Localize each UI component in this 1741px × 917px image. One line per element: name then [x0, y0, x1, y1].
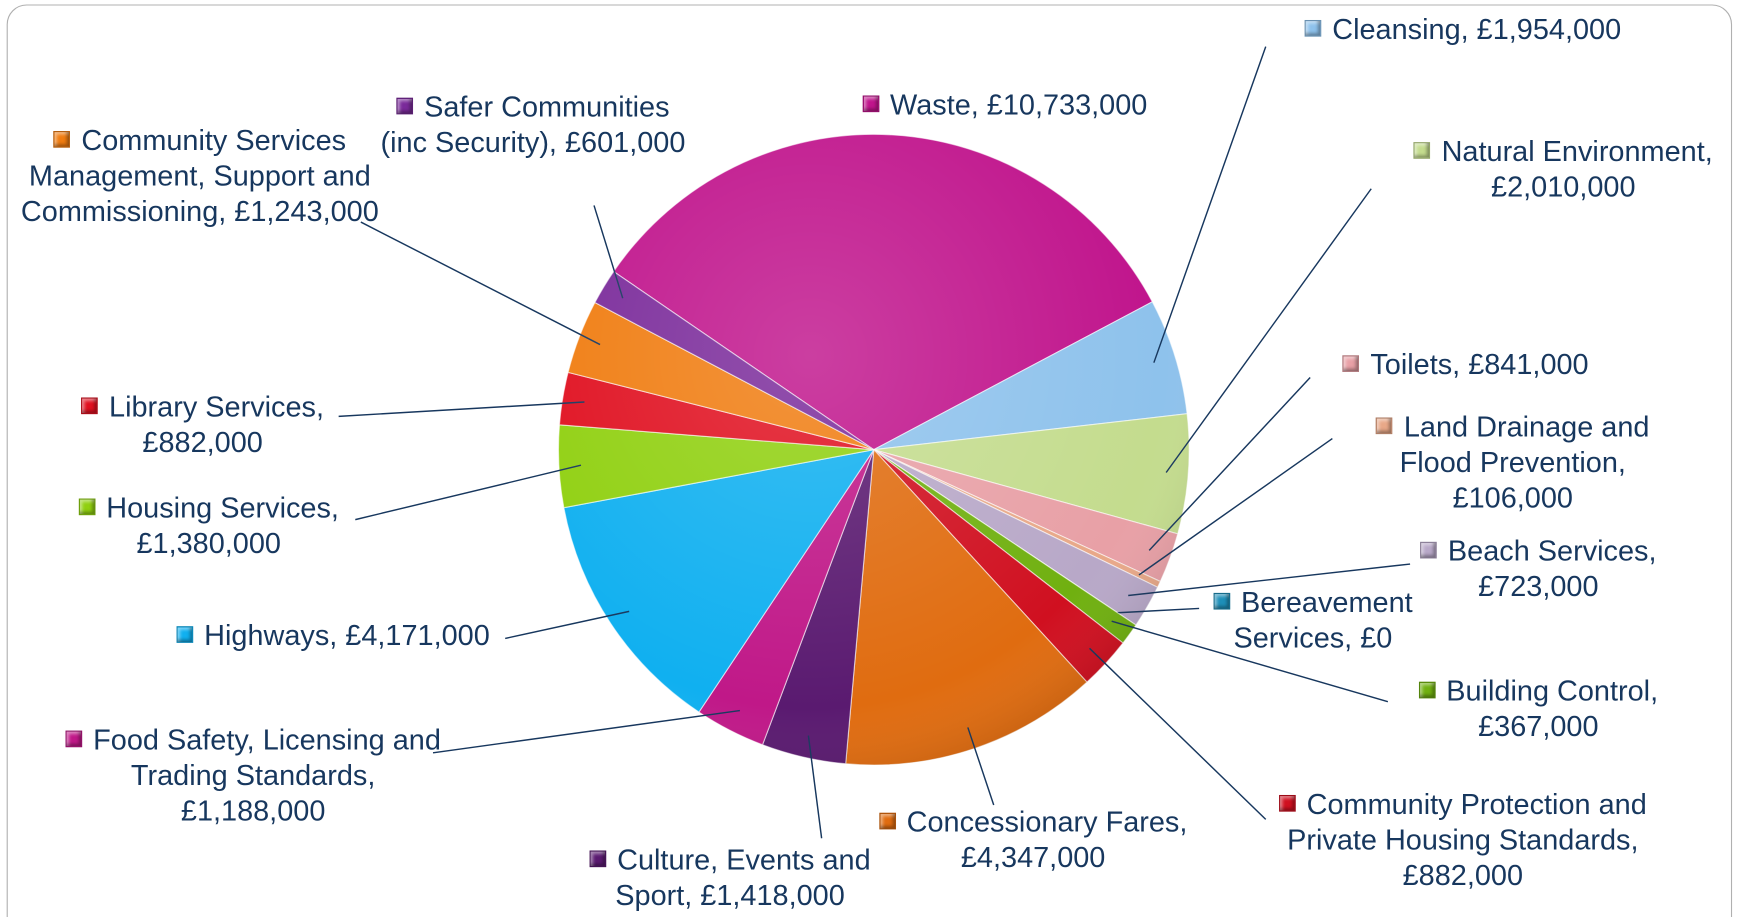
- data-label: Toilets, £841,000: [1321, 346, 1610, 382]
- label-swatch: [589, 850, 607, 868]
- label-text: Housing Services, £1,380,000: [106, 490, 339, 560]
- leader-line: [355, 464, 582, 521]
- label-swatch: [1413, 142, 1431, 159]
- data-label: Bereavement Services, £0: [1194, 584, 1433, 655]
- leader-line: [360, 221, 601, 346]
- label-text: Bereavement Services, £0: [1233, 585, 1413, 654]
- label-swatch: [78, 498, 96, 516]
- label-swatch: [1304, 19, 1322, 37]
- data-label: Housing Services, £1,380,000: [53, 490, 364, 561]
- data-label: Building Control, £367,000: [1397, 673, 1680, 744]
- label-swatch: [81, 397, 98, 415]
- label-text: Culture, Events and Sport, £1,418,000: [615, 842, 871, 912]
- data-label: Cleansing, £1,954,000: [1277, 11, 1649, 47]
- label-swatch: [862, 95, 879, 113]
- data-label: Concessionary Fares, £4,347,000: [853, 804, 1214, 875]
- leader-line: [1165, 188, 1372, 473]
- data-label: Community Services Management, Support a…: [11, 122, 389, 229]
- label-swatch: [396, 97, 413, 115]
- label-text: Building Control, £367,000: [1446, 673, 1659, 743]
- label-text: Highways, £4,171,000: [204, 618, 490, 652]
- leader-line: [1089, 647, 1267, 820]
- data-label: Land Drainage and Flood Prevention, £106…: [1349, 409, 1677, 516]
- label-text: Cleansing, £1,954,000: [1332, 12, 1622, 46]
- label-swatch: [878, 812, 896, 830]
- data-label: Culture, Events and Sport, £1,418,000: [561, 842, 900, 913]
- label-text: Library Services, £882,000: [109, 389, 324, 459]
- label-swatch: [65, 730, 83, 748]
- frame: [6, 4, 1733, 917]
- data-label: Highways, £4,171,000: [150, 617, 516, 653]
- label-text: Land Drainage and Flood Prevention, £106…: [1399, 409, 1650, 515]
- label-text: Community Services Management, Support a…: [20, 123, 379, 228]
- label-swatch: [1376, 417, 1393, 435]
- label-text: Waste, £10,733,000: [890, 87, 1148, 122]
- data-label: Library Services, £882,000: [56, 389, 350, 460]
- label-text: Concessionary Fares, £4,347,000: [906, 804, 1188, 874]
- data-label: Food Safety, Licensing and Trading Stand…: [64, 722, 442, 829]
- label-text: Safer Communities (inc Security), £601,0…: [380, 89, 686, 159]
- leader-line: [505, 610, 630, 640]
- data-label: Waste, £10,733,000: [838, 87, 1171, 123]
- label-text: Food Safety, Licensing and Trading Stand…: [93, 722, 441, 828]
- label-text: Community Protection and Private Housing…: [1287, 787, 1647, 892]
- label-text: Beach Services, £723,000: [1447, 534, 1657, 603]
- label-swatch: [176, 626, 194, 643]
- data-label: Safer Communities (inc Security), £601,0…: [372, 89, 694, 160]
- label-text: Toilets, £841,000: [1370, 347, 1589, 381]
- label-text: Natural Environment, £2,010,000: [1441, 134, 1713, 204]
- leader-line: [338, 401, 585, 418]
- label-swatch: [1420, 541, 1437, 559]
- label-swatch: [1342, 355, 1360, 372]
- label-swatch: [1418, 681, 1436, 699]
- label-swatch: [1278, 794, 1296, 812]
- data-label: Community Protection and Private Housing…: [1277, 786, 1649, 893]
- label-swatch: [1213, 592, 1230, 610]
- data-label: Natural Environment, £2,010,000: [1386, 133, 1741, 204]
- leader-line: [432, 709, 740, 754]
- data-label: Beach Services, £723,000: [1397, 533, 1680, 604]
- label-swatch: [53, 131, 71, 148]
